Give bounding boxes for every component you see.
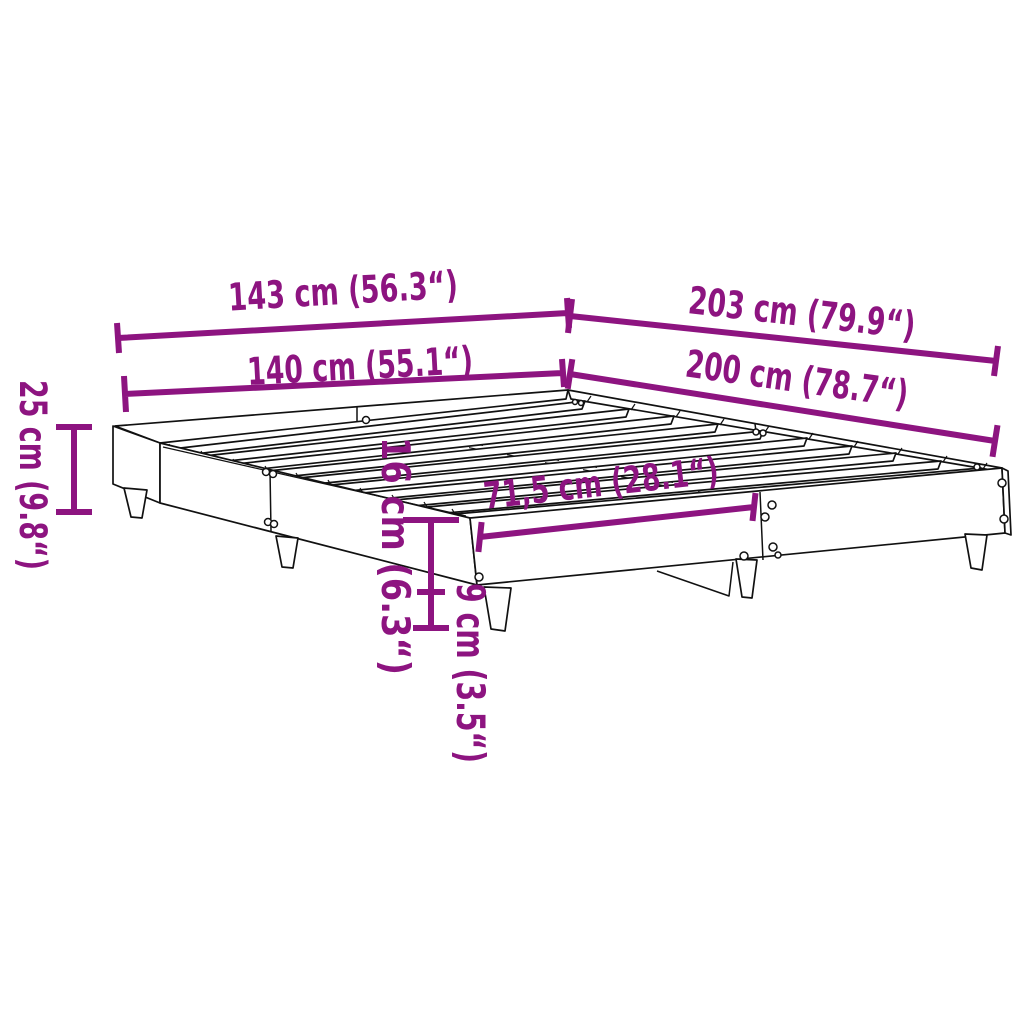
screw-hole xyxy=(768,542,778,552)
dim-line-leg-spacing xyxy=(475,492,759,553)
dim-label-outer-length: 203 cm (79.9“) xyxy=(686,278,918,348)
rail-joint-lines xyxy=(269,407,764,561)
screw-hole xyxy=(767,500,777,510)
screw-hole xyxy=(269,519,279,529)
legs xyxy=(123,487,988,632)
screw-hole xyxy=(752,428,760,436)
screw-hole xyxy=(571,398,579,406)
dim-line-outer-length xyxy=(565,298,1001,377)
dim-label-leg-height: 9 cm (3.5“) xyxy=(447,583,492,763)
dim-label-frame-height: 16 cm (6.3“) xyxy=(372,437,417,675)
dimension-annotations: 143 cm (56.3“) 140 cm (55.1“) 203 cm (79… xyxy=(11,262,1001,763)
dim-line-inner-width xyxy=(121,358,567,413)
rear-leg-glimpse xyxy=(656,561,734,597)
dim-line-total-height xyxy=(56,424,92,515)
leg-right-corner xyxy=(964,533,988,571)
leg-left-middle xyxy=(275,535,299,569)
screw-hole xyxy=(759,429,767,437)
screw-hole xyxy=(361,415,371,425)
leg-front-middle xyxy=(735,558,758,599)
dim-label-inner-length: 200 cm (78.7“) xyxy=(683,342,911,417)
dim-line-frame-and-leg-height xyxy=(403,517,459,631)
bed-frame-drawing xyxy=(112,389,1012,632)
screw-hole xyxy=(577,399,585,407)
dim-label-outer-width: 143 cm (56.3“) xyxy=(227,262,459,319)
dim-label-inner-width: 140 cm (55.1“) xyxy=(246,338,474,394)
screw-hole xyxy=(973,463,981,471)
side-rail-left-ledge xyxy=(162,446,467,517)
screw-hole xyxy=(474,572,484,582)
screw-hole xyxy=(774,551,782,559)
leg-front-corner xyxy=(483,586,512,632)
dim-line-inner-length xyxy=(564,358,1001,458)
screw-holes xyxy=(261,398,1009,582)
slat-end-marks-right xyxy=(586,395,988,470)
screw-hole xyxy=(261,467,271,477)
screw-hole xyxy=(760,512,770,522)
leg-left-corner xyxy=(123,487,148,519)
screw-hole xyxy=(997,478,1007,488)
screw-hole xyxy=(268,469,278,479)
dim-label-total-height: 25 cm (9.8“) xyxy=(11,380,54,570)
screw-hole xyxy=(739,551,749,561)
screw-hole xyxy=(999,514,1009,524)
